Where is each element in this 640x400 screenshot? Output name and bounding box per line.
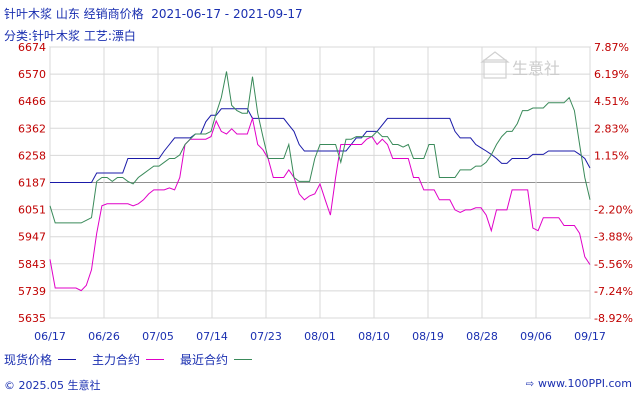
x-tick-label: 07/23 (250, 330, 282, 343)
y-tick-label-right: 6.19% (594, 68, 629, 81)
x-tick-label: 08/19 (412, 330, 444, 343)
x-tick-label: 09/17 (574, 330, 606, 343)
recent-contract-line (49, 71, 591, 224)
watermark-roof-icon (480, 51, 510, 63)
y-tick-label-right: -2.20% (594, 204, 633, 217)
legend-item-recent: 最近合约 (180, 351, 253, 368)
legend-label-spot: 现货价格 (4, 353, 53, 367)
y-tick-label-left: 5635 (18, 312, 46, 325)
y-tick-label-left: 6466 (18, 95, 46, 108)
y-tick-label-right: -7.24% (594, 285, 633, 298)
x-tick-label: 06/26 (88, 330, 120, 343)
y-tick-label-left: 6674 (18, 41, 46, 54)
legend-label-main: 主力合约 (92, 353, 141, 367)
x-tick-label: 08/28 (466, 330, 498, 343)
watermark-logo: 生意社 (480, 51, 560, 79)
y-tick-label-left: 6362 (18, 122, 46, 135)
y-tick-label-right: 7.87% (594, 41, 629, 54)
copyright: © 2025.05 生意社 (4, 379, 101, 392)
watermark-icon (483, 59, 507, 79)
y-tick-label-left: 6187 (18, 177, 46, 190)
y-tick-label-left: 6570 (18, 68, 46, 81)
y-tick-label-right: 2.83% (594, 122, 629, 135)
site-url: www.100PPI.com (538, 377, 632, 390)
y-tick-label-right: 1.15% (594, 149, 629, 162)
legend-swatch-spot (58, 359, 77, 360)
x-tick-label: 07/14 (196, 330, 228, 343)
spot-price-line (50, 108, 591, 183)
chart-subtitle: 分类:针叶木浆 工艺:漂白 (4, 29, 136, 43)
y-tick-label-right: -5.56% (594, 258, 633, 271)
legend-label-recent: 最近合约 (180, 353, 229, 367)
legend-item-spot: 现货价格 (4, 351, 77, 368)
series-layer (49, 71, 591, 292)
x-tick-label: 07/05 (142, 330, 174, 343)
arrow-icon: ⇨ (525, 379, 535, 390)
legend-item-main: 主力合约 (92, 351, 165, 368)
legend: 现货价格 主力合约 最近合约 (4, 351, 268, 368)
y-tick-label-left: 6258 (18, 149, 46, 162)
watermark-text: 生意社 (512, 59, 560, 78)
y-tick-label-right: 4.51% (594, 95, 629, 108)
y-tick-label-left: 5739 (18, 285, 46, 298)
grid-layer (49, 46, 591, 319)
y-tick-label-right: -3.88% (594, 231, 633, 244)
y-tick-label-left: 6051 (18, 204, 46, 217)
y-tick-label-left: 5843 (18, 258, 46, 271)
x-tick-label: 09/06 (520, 330, 552, 343)
x-tick-label: 06/17 (34, 330, 66, 343)
x-tick-label: 08/01 (304, 330, 336, 343)
legend-swatch-recent (234, 359, 253, 360)
site-link[interactable]: ⇨ www.100PPI.com (526, 377, 632, 390)
axis-layer: 6674 7.87% 6570 6.19% 6466 4.51% 6362 2.83% 6258… (18, 41, 633, 343)
main-contract-line (49, 116, 591, 292)
x-tick-label: 08/10 (358, 330, 390, 343)
chart-title: 针叶木浆 山东 经销商价格 2021-06-17 - 2021-09-17 (4, 7, 303, 21)
y-tick-label-right: -8.92% (594, 312, 633, 325)
y-tick-label-left: 5947 (18, 231, 46, 244)
legend-swatch-main (146, 359, 165, 360)
